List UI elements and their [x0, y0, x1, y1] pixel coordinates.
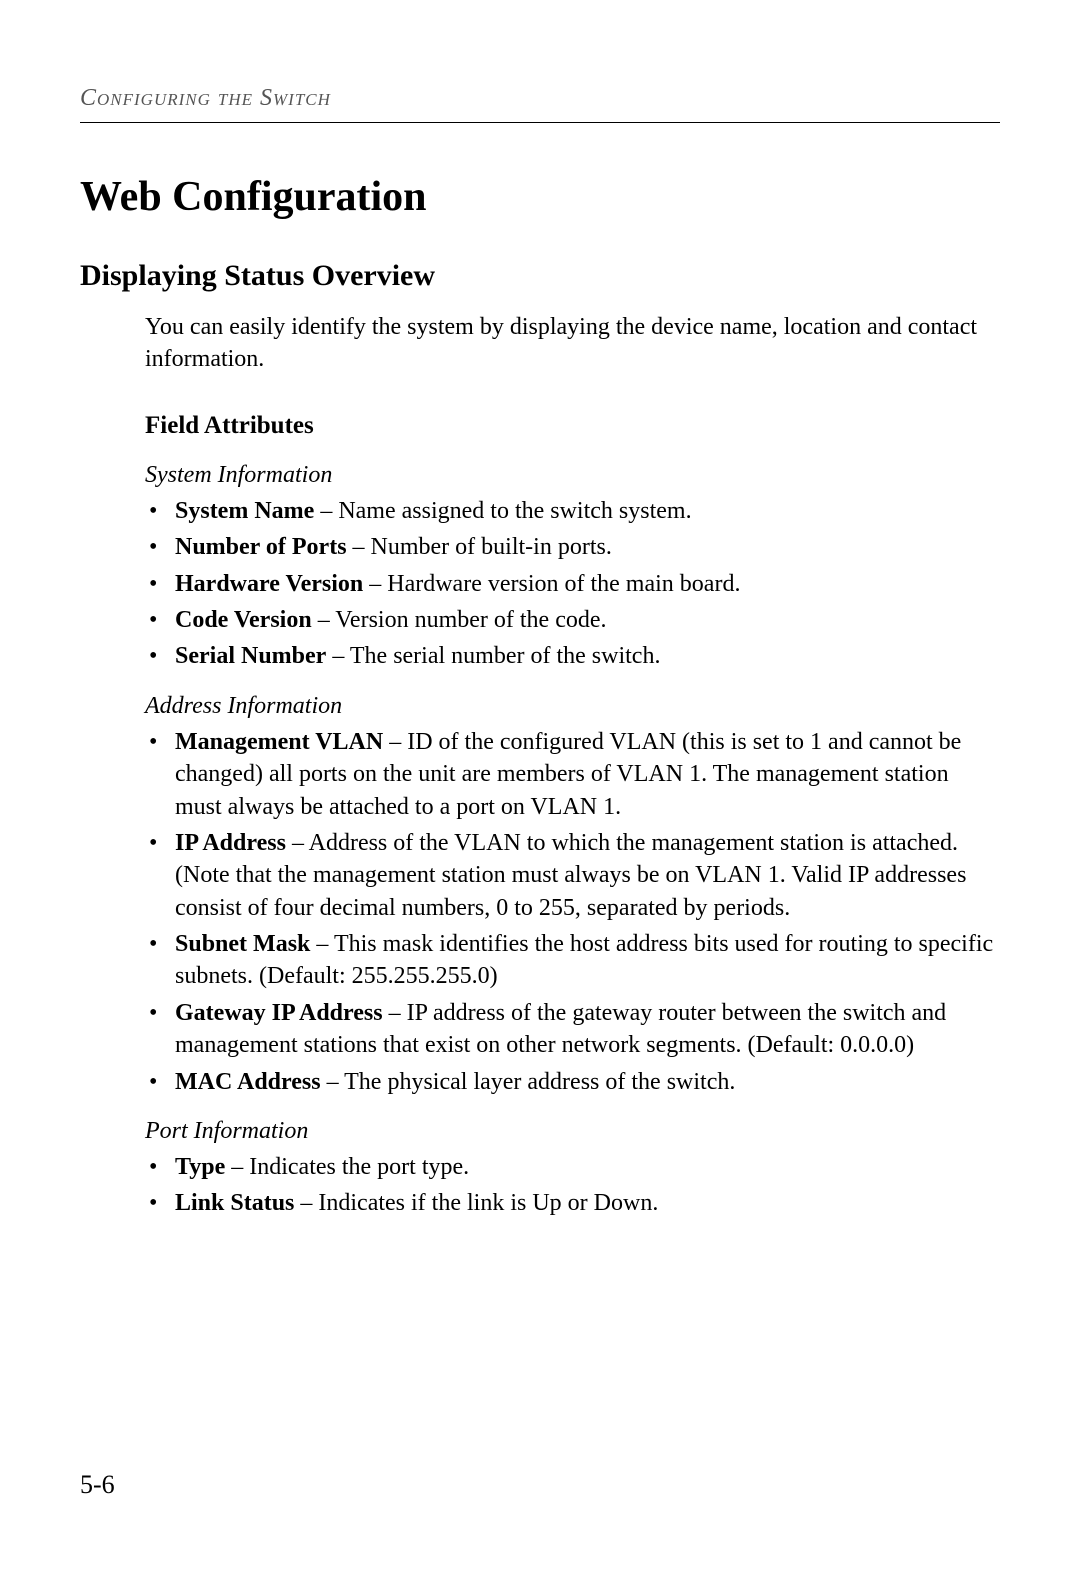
address-info-list: Management VLAN – ID of the configured V…	[145, 726, 1000, 1098]
term: Gateway IP Address	[175, 1000, 383, 1026]
running-header: Configuring the Switch	[80, 85, 1000, 112]
desc: – Name assigned to the switch system.	[314, 498, 691, 524]
desc: – Version number of the code.	[312, 607, 607, 633]
term: Serial Number	[175, 643, 326, 669]
list-item: IP Address – Address of the VLAN to whic…	[145, 827, 1000, 924]
list-item: Management VLAN – ID of the configured V…	[145, 726, 1000, 823]
list-item: Gateway IP Address – IP address of the g…	[145, 997, 1000, 1062]
group-title-system-info: System Information	[145, 462, 1000, 489]
list-item: Hardware Version – Hardware version of t…	[145, 568, 1000, 600]
term: MAC Address	[175, 1069, 321, 1095]
term: IP Address	[175, 830, 286, 856]
list-item: Code Version – Version number of the cod…	[145, 604, 1000, 636]
desc: – The physical layer address of the swit…	[321, 1069, 736, 1095]
list-item: Serial Number – The serial number of the…	[145, 640, 1000, 672]
term: Management VLAN	[175, 729, 383, 755]
term: Code Version	[175, 607, 312, 633]
desc: – Indicates the port type.	[225, 1154, 469, 1180]
page-title: Web Configuration	[80, 173, 1000, 221]
intro-paragraph: You can easily identify the system by di…	[145, 311, 1000, 376]
term: Number of Ports	[175, 534, 347, 560]
page-number: 5-6	[80, 1470, 115, 1500]
desc: – Hardware version of the main board.	[363, 571, 740, 597]
port-info-list: Type – Indicates the port type. Link Sta…	[145, 1151, 1000, 1220]
term: Hardware Version	[175, 571, 363, 597]
term: System Name	[175, 498, 314, 524]
list-item: Link Status – Indicates if the link is U…	[145, 1187, 1000, 1219]
term: Type	[175, 1154, 225, 1180]
term: Subnet Mask	[175, 931, 310, 957]
term: Link Status	[175, 1190, 294, 1216]
list-item: MAC Address – The physical layer address…	[145, 1066, 1000, 1098]
list-item: System Name – Name assigned to the switc…	[145, 495, 1000, 527]
subsection-heading: Field Attributes	[145, 412, 1000, 440]
section-heading: Displaying Status Overview	[80, 259, 1000, 293]
group-title-port-info: Port Information	[145, 1118, 1000, 1145]
desc: – Number of built-in ports.	[347, 534, 612, 560]
list-item: Type – Indicates the port type.	[145, 1151, 1000, 1183]
desc: – Indicates if the link is Up or Down.	[294, 1190, 658, 1216]
list-item: Subnet Mask – This mask identifies the h…	[145, 928, 1000, 993]
header-rule	[80, 122, 1000, 123]
list-item: Number of Ports – Number of built-in por…	[145, 531, 1000, 563]
system-info-list: System Name – Name assigned to the switc…	[145, 495, 1000, 673]
desc: – Address of the VLAN to which the manag…	[175, 830, 966, 921]
desc: – The serial number of the switch.	[326, 643, 660, 669]
group-title-address-info: Address Information	[145, 693, 1000, 720]
